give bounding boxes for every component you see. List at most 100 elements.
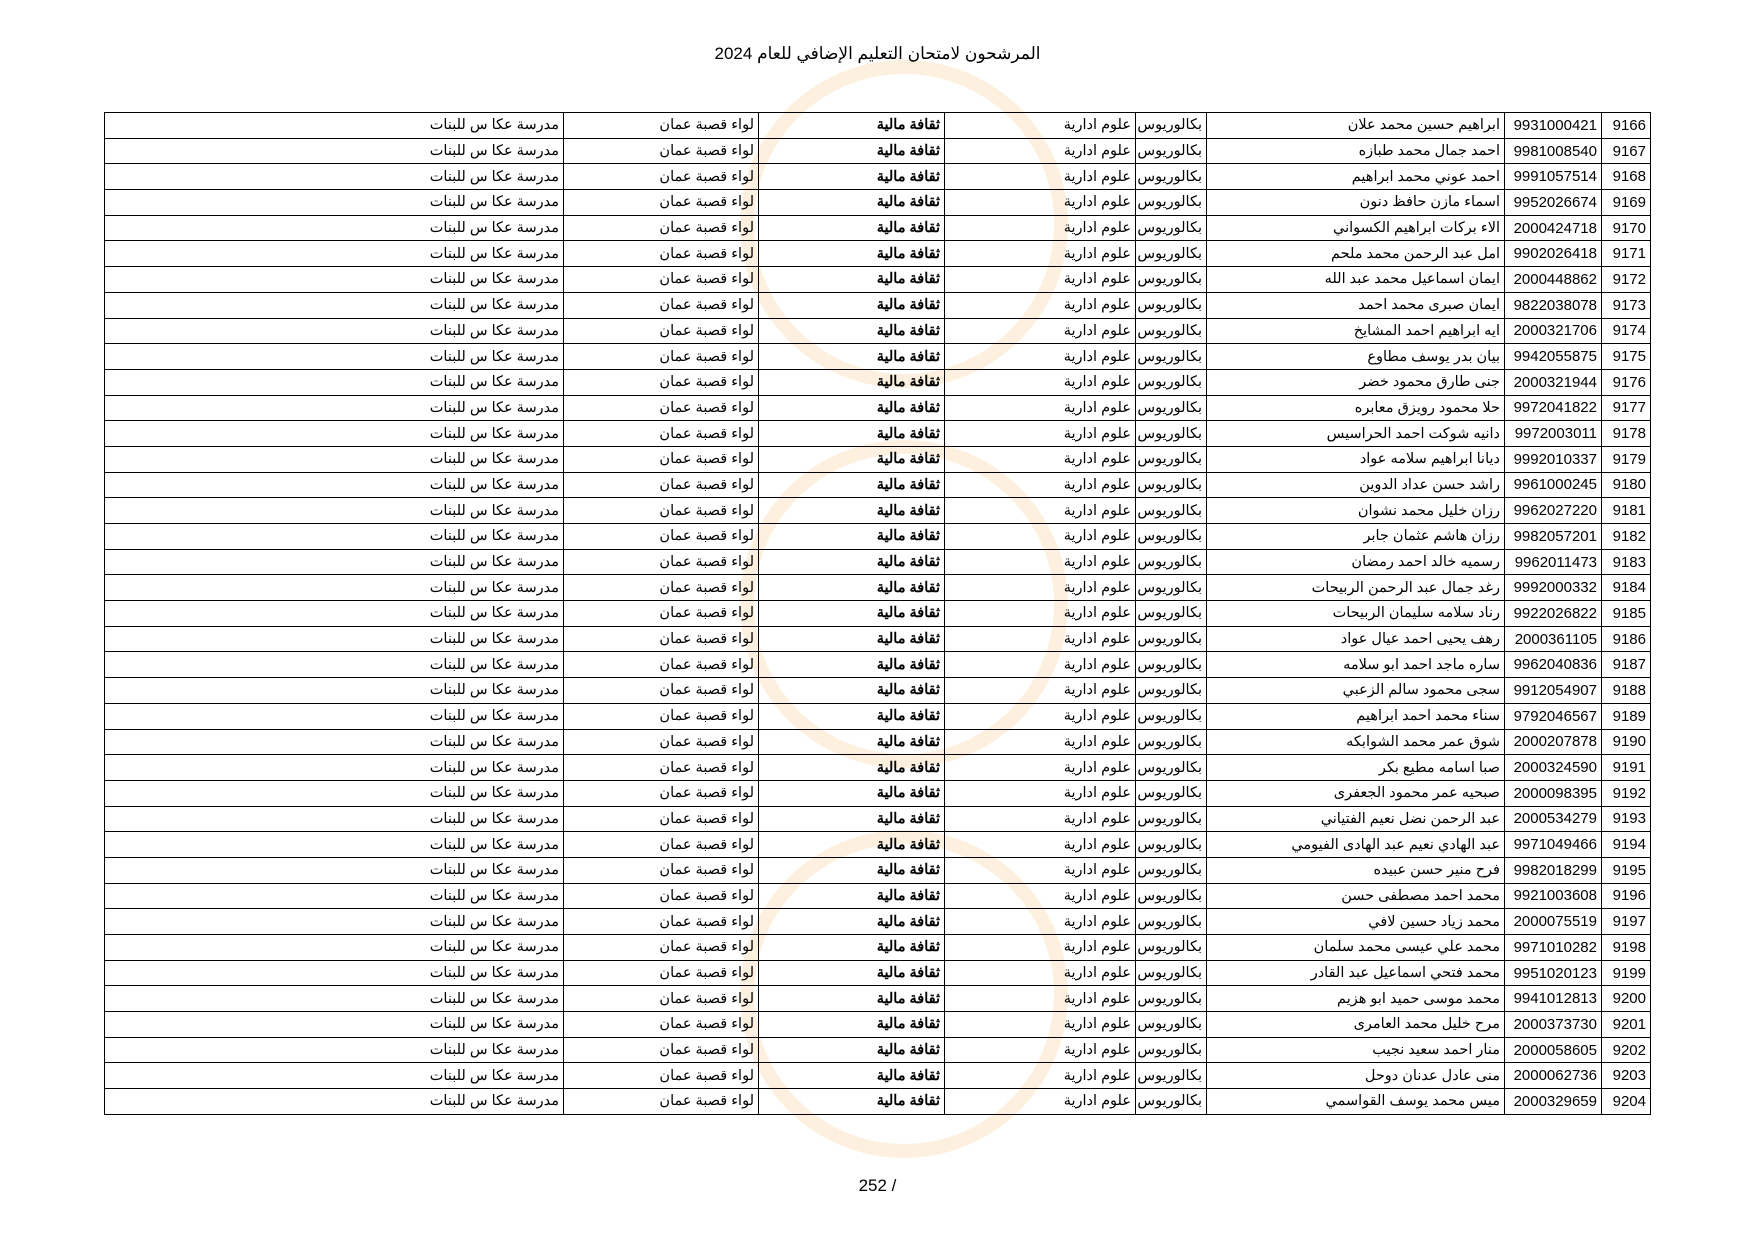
table-row: 9182 9982057201 رزان هاشم عثمان جابر بكالور… [104, 523, 1651, 550]
row-number-cell: 9197 [1601, 908, 1651, 935]
district-cell: لواء قصبة عمان [563, 137, 759, 165]
subject-cell: ثقافة مالية [758, 934, 945, 961]
degree-cell: بكالوريوس [1135, 445, 1207, 473]
district-cell: لواء قصبة عمان [563, 445, 759, 473]
candidate-name-cell: راشد حسن عداد الدوين [1206, 471, 1505, 499]
specialization-cell: علوم ادارية [944, 728, 1136, 756]
school-cell: مدرسة عكا س للبنات [104, 1088, 564, 1115]
school-cell: مدرسة عكا س للبنات [104, 137, 564, 165]
table-row: 9187 9962040836 ساره ماجد احمد ابو سلامه بك… [104, 651, 1651, 679]
page-title: المرشحون لامتحان التعليم الإضافي للعام 2… [714, 44, 1041, 63]
school-cell: مدرسة عكا س للبنات [104, 266, 564, 293]
specialization-cell: علوم ادارية [944, 805, 1136, 833]
subject-cell: ثقافة مالية [758, 368, 945, 396]
candidate-id-cell: 9982018299 [1504, 856, 1602, 884]
specialization-cell: علوم ادارية [944, 702, 1136, 730]
degree-cell: بكالوريوس [1135, 471, 1207, 499]
school-cell: مدرسة عكا س للبنات [104, 240, 564, 268]
candidate-name-cell: منار احمد سعيد نجيب [1206, 1036, 1505, 1064]
row-number-cell: 9199 [1601, 959, 1651, 987]
candidate-name-cell: منى عادل عدنان دوحل [1206, 1062, 1505, 1090]
row-number-cell: 9191 [1601, 754, 1651, 781]
district-cell: لواء قصبة عمان [563, 908, 759, 935]
school-cell: مدرسة عكا س للبنات [104, 677, 564, 704]
candidate-name-cell: ايمان اسماعيل محمد عبد الله [1206, 266, 1505, 293]
candidate-id-cell: 9952026674 [1504, 189, 1602, 216]
table-row: 9199 9951020123 محمد فتحي اسماعيل عبد القا… [104, 959, 1651, 987]
specialization-cell: علوم ادارية [944, 163, 1136, 191]
district-cell: لواء قصبة عمان [563, 240, 759, 268]
subject-cell: ثقافة مالية [758, 1088, 945, 1115]
school-cell: مدرسة عكا س للبنات [104, 831, 564, 858]
row-number-cell: 9198 [1601, 934, 1651, 961]
candidate-name-cell: رزان هاشم عثمان جابر [1206, 523, 1505, 550]
candidate-id-cell: 2000373730 [1504, 1011, 1602, 1038]
candidate-id-cell: 9931000421 [1504, 112, 1602, 139]
school-cell: مدرسة عكا س للبنات [104, 343, 564, 370]
row-number-cell: 9185 [1601, 600, 1651, 627]
candidate-name-cell: حلا محمود رويزق معابره [1206, 394, 1505, 422]
table-row: 9180 9961000245 راشد حسن عداد الدوين بكالور… [104, 471, 1651, 499]
specialization-cell: علوم ادارية [944, 831, 1136, 858]
degree-cell: بكالوريوس [1135, 754, 1207, 781]
specialization-cell: علوم ادارية [944, 291, 1136, 319]
candidate-id-cell: 2000321706 [1504, 317, 1602, 345]
specialization-cell: علوم ادارية [944, 754, 1136, 781]
district-cell: لواء قصبة عمان [563, 882, 759, 910]
candidate-id-cell: 9941012813 [1504, 985, 1602, 1013]
row-number-cell: 9171 [1601, 240, 1651, 268]
district-cell: لواء قصبة عمان [563, 189, 759, 216]
district-cell: لواء قصبة عمان [563, 163, 759, 191]
subject-cell: ثقافة مالية [758, 600, 945, 627]
candidate-id-cell: 9992010337 [1504, 445, 1602, 473]
degree-cell: بكالوريوس [1135, 831, 1207, 858]
district-cell: لواء قصبة عمان [563, 702, 759, 730]
candidate-id-cell: 9942055875 [1504, 343, 1602, 370]
specialization-cell: علوم ادارية [944, 779, 1136, 807]
degree-cell: بكالوريوس [1135, 651, 1207, 679]
candidate-name-cell: محمد علي عيسى محمد سلمان [1206, 934, 1505, 961]
subject-cell: ثقافة مالية [758, 240, 945, 268]
candidate-name-cell: مرح خليل محمد العامرى [1206, 1011, 1505, 1038]
specialization-cell: علوم ادارية [944, 574, 1136, 602]
district-cell: لواء قصبة عمان [563, 548, 759, 576]
specialization-cell: علوم ادارية [944, 600, 1136, 627]
candidate-name-cell: رسميه خالد احمد رمضان [1206, 548, 1505, 576]
candidate-id-cell: 2000534279 [1504, 805, 1602, 833]
candidate-name-cell: احمد جمال محمد طبازه [1206, 137, 1505, 165]
subject-cell: ثقافة مالية [758, 959, 945, 987]
row-number-cell: 9174 [1601, 317, 1651, 345]
table-row: 9197 2000075519 محمد زياد حسين لافي بكالوري… [104, 908, 1651, 935]
candidate-id-cell: 9922026822 [1504, 600, 1602, 627]
row-number-cell: 9194 [1601, 831, 1651, 858]
subject-cell: ثقافة مالية [758, 908, 945, 935]
school-cell: مدرسة عكا س للبنات [104, 934, 564, 961]
district-cell: لواء قصبة عمان [563, 266, 759, 293]
degree-cell: بكالوريوس [1135, 625, 1207, 653]
subject-cell: ثقافة مالية [758, 985, 945, 1013]
specialization-cell: علوم ادارية [944, 959, 1136, 987]
district-cell: لواء قصبة عمان [563, 112, 759, 139]
degree-cell: بكالوريوس [1135, 805, 1207, 833]
subject-cell: ثقافة مالية [758, 317, 945, 345]
subject-cell: ثقافة مالية [758, 548, 945, 576]
district-cell: لواء قصبة عمان [563, 728, 759, 756]
row-number-cell: 9192 [1601, 779, 1651, 807]
row-number-cell: 9195 [1601, 856, 1651, 884]
school-cell: مدرسة عكا س للبنات [104, 805, 564, 833]
table-row: 9183 9962011473 رسميه خالد احمد رمضان بكالو… [104, 548, 1651, 576]
school-cell: مدرسة عكا س للبنات [104, 600, 564, 627]
district-cell: لواء قصبة عمان [563, 574, 759, 602]
school-cell: مدرسة عكا س للبنات [104, 574, 564, 602]
candidate-name-cell: ايه ابراهيم احمد المشايخ [1206, 317, 1505, 345]
degree-cell: بكالوريوس [1135, 574, 1207, 602]
subject-cell: ثقافة مالية [758, 728, 945, 756]
subject-cell: ثقافة مالية [758, 1062, 945, 1090]
row-number-cell: 9177 [1601, 394, 1651, 422]
row-number-cell: 9169 [1601, 189, 1651, 216]
school-cell: مدرسة عكا س للبنات [104, 445, 564, 473]
district-cell: لواء قصبة عمان [563, 779, 759, 807]
candidate-name-cell: رغد جمال عبد الرحمن الربيحات [1206, 574, 1505, 602]
school-cell: مدرسة عكا س للبنات [104, 497, 564, 524]
candidate-id-cell: 9992000332 [1504, 574, 1602, 602]
